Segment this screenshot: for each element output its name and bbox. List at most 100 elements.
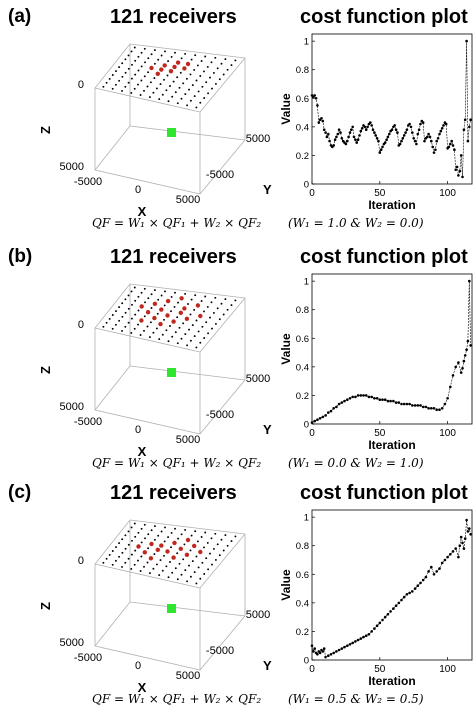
series-line: [311, 519, 471, 658]
receiver: [203, 337, 206, 339]
receiver: [157, 58, 160, 61]
receiver: [211, 327, 213, 330]
data-point: [411, 590, 414, 593]
receiver: [111, 74, 114, 76]
receiver: [167, 100, 170, 103]
receiver: [195, 319, 198, 322]
z-tick-label: 5000: [60, 637, 84, 649]
data-point: [358, 134, 361, 137]
receiver: [140, 541, 143, 544]
data-point: [459, 371, 463, 374]
receiver: [160, 54, 163, 57]
receiver: [224, 58, 227, 61]
box-edge: [129, 601, 246, 617]
data-point: [408, 122, 411, 126]
data-point: [469, 533, 472, 536]
data-point: [389, 610, 392, 613]
series-line: [311, 41, 471, 177]
receiver: [161, 93, 164, 96]
data-point: [340, 647, 344, 650]
receiver: [133, 522, 136, 525]
data-point: [466, 339, 470, 343]
receiver: [190, 58, 193, 61]
y-tick-label: 0.4: [296, 122, 309, 133]
cost-function-chart: 0 0.2 0.4 0.6 0.8 1 0 50 100 Iteration Value: [279, 273, 473, 452]
data-point: [421, 578, 425, 582]
receiver: [121, 538, 124, 541]
x-tick-label: 0: [309, 664, 315, 675]
receiver: [111, 550, 114, 552]
receiver: [127, 557, 130, 560]
selected-receiver: [165, 549, 170, 554]
selected-receiver: [136, 544, 141, 549]
receiver: [134, 549, 137, 552]
receiver: [207, 568, 210, 571]
data-point: [426, 135, 429, 139]
receiver: [206, 541, 209, 544]
data-point: [451, 550, 455, 553]
data-point: [457, 555, 460, 559]
y-tick-label: 0.8: [296, 305, 309, 316]
x-tick-label: -5000: [74, 416, 102, 428]
selected-receiver: [171, 555, 176, 560]
data-point: [432, 407, 436, 410]
formula-text: QF = W₁ × QF₁ + W₂ × QF₂: [92, 456, 262, 470]
data-point: [340, 401, 344, 404]
receiver: [205, 321, 208, 324]
receiver: [165, 89, 168, 92]
receiver: [127, 67, 130, 70]
receiver: [155, 87, 158, 90]
y-tick-label: 1: [304, 513, 309, 524]
receiver: [121, 302, 124, 305]
data-point: [405, 128, 409, 131]
receiver: [209, 316, 211, 319]
selected-receiver: [195, 303, 201, 308]
receiver: [170, 546, 172, 549]
receiver: [216, 543, 219, 546]
receiver: [134, 299, 137, 302]
receiver: [211, 563, 213, 566]
z-tick-label: 0: [78, 319, 84, 331]
y-tick-label: 1: [304, 37, 309, 48]
receiver: [127, 530, 130, 533]
receiver: [133, 46, 136, 49]
data-point: [367, 633, 371, 636]
receiver: [183, 543, 186, 546]
receiver: [114, 83, 117, 86]
receiver: [115, 546, 117, 549]
receiver: [118, 79, 121, 82]
y-axis-label: Y: [263, 182, 272, 197]
data-point: [416, 404, 420, 407]
receiver: [105, 81, 108, 84]
cost-function-chart: 0 0.2 0.4 0.6 0.8 1 0 50 100 Iteration Value: [279, 33, 473, 212]
data-point: [424, 575, 428, 579]
receiver: [143, 565, 145, 568]
receiver: [224, 534, 227, 537]
selected-receiver: [139, 304, 144, 309]
receiver: [230, 64, 233, 67]
selected-receiver: [165, 313, 170, 318]
receiver: [133, 286, 136, 289]
data-point: [383, 141, 387, 144]
data-point: [454, 365, 457, 369]
box-edge: [94, 43, 131, 89]
receiver: [206, 65, 209, 68]
receiver: [144, 537, 146, 540]
formula-row: QF = W₁ × QF₁ + W₂ × QF₂ (W₁ = 1.0 & W₂ =…: [0, 216, 474, 234]
receiver: [163, 554, 165, 557]
receiver: [163, 318, 165, 321]
selected-receiver: [172, 540, 177, 546]
receiver: [200, 536, 203, 538]
data-point: [466, 139, 470, 143]
receiver: [197, 566, 200, 569]
data-point: [316, 653, 319, 656]
data-point: [457, 361, 460, 364]
data-point: [364, 394, 368, 397]
receiver: [203, 97, 206, 99]
receiver: [137, 309, 140, 312]
data-point: [438, 132, 441, 136]
data-point: [438, 408, 441, 411]
receiver: [118, 319, 121, 322]
receiver: [152, 331, 155, 334]
data-point: [397, 601, 401, 605]
